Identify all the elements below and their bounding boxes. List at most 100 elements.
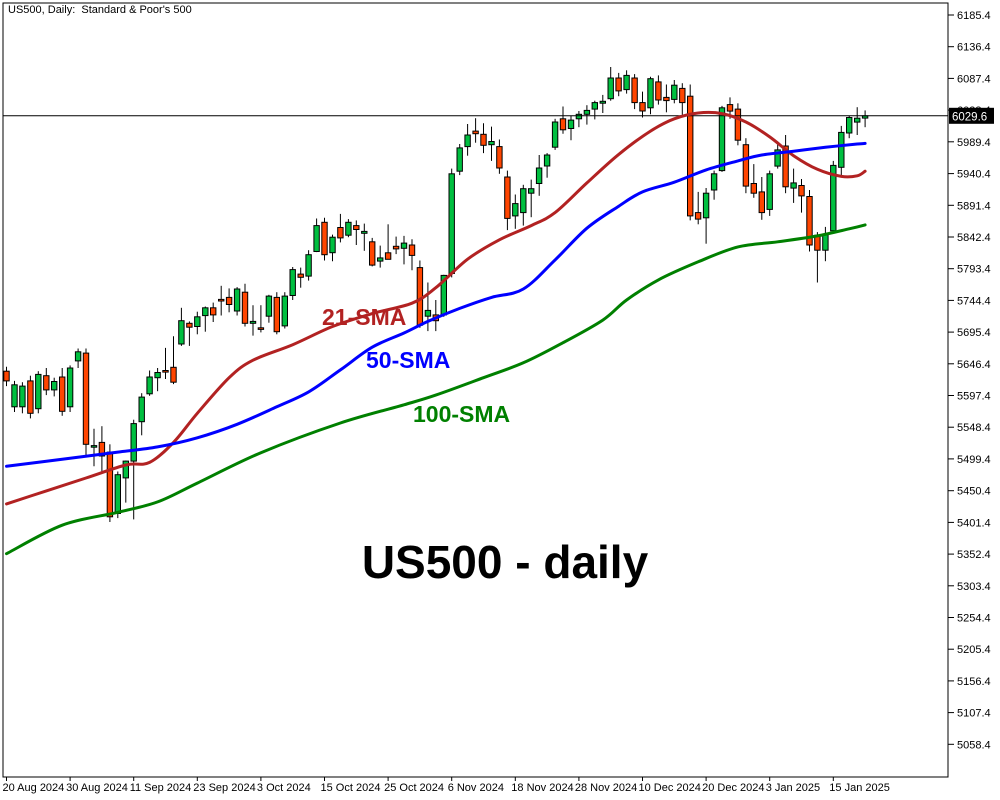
candle-bull [122, 460, 129, 479]
x-axis-tick-label: 20 Aug 2024 [3, 782, 65, 794]
candle-bear [241, 291, 249, 324]
candle-bull [424, 309, 432, 317]
candle-bear [273, 296, 281, 333]
candle-bear [798, 185, 805, 197]
y-axis-tick-label: 5695.4 [957, 327, 991, 339]
candle-bear [750, 183, 757, 194]
candle-bear [369, 241, 376, 266]
y-axis-tick-label: 5548.4 [957, 422, 991, 434]
candle-bear [782, 145, 789, 188]
candle-bull [488, 141, 495, 146]
candle-bull [178, 320, 185, 345]
x-axis-tick-label: 23 Sep 2024 [193, 782, 255, 794]
x-axis-tick-label: 10 Dec 2024 [639, 782, 701, 794]
candle-bear [663, 96, 670, 102]
sma50-label: 50-SMA [366, 347, 450, 373]
y-axis-tick-label: 6185.4 [957, 10, 991, 22]
x-axis-tick-label: 25 Oct 2024 [384, 782, 444, 794]
candle-bull [305, 254, 312, 277]
candle-bull [551, 121, 559, 148]
candle-bear [694, 212, 702, 220]
price-box-value: 6029.6 [952, 111, 987, 123]
candle-bull [464, 134, 471, 148]
y-axis-tick-label: 5303.4 [957, 581, 991, 593]
y-axis-tick-label: 5254.4 [957, 613, 991, 625]
candle-bull [528, 188, 535, 194]
x-axis-tick-label: 15 Oct 2024 [321, 782, 381, 794]
candle-bear [758, 191, 765, 214]
candle-bear [679, 87, 686, 104]
y-axis-tick-label: 5401.4 [957, 517, 991, 529]
plot-border [2, 2, 949, 778]
main-chart-label: US500 - daily [362, 536, 649, 588]
candle-bear [392, 245, 400, 250]
candle-bull [329, 236, 336, 254]
candle-bull [591, 102, 598, 110]
candle-bear [162, 370, 169, 373]
x-axis-tick-label: 11 Sep 2024 [130, 782, 192, 794]
candle-bull [35, 373, 42, 410]
candle-bull [766, 173, 773, 210]
candle-bull [265, 295, 273, 317]
y-axis-tick-label: 5989.4 [957, 137, 991, 149]
y-axis-tick-label: 5205.4 [957, 644, 991, 656]
candle-bull [854, 117, 861, 123]
candle-bull [19, 385, 26, 408]
candle-bear [3, 370, 10, 382]
candle-bull [90, 445, 98, 448]
candle-bear [210, 307, 217, 316]
y-axis-tick-label: 5793.4 [957, 264, 991, 276]
candle-bull [194, 316, 201, 327]
x-axis-tick-label: 15 Jan 2025 [829, 782, 890, 794]
candle-bull [74, 351, 82, 362]
candle-bear [218, 298, 225, 302]
candle-bull [202, 307, 209, 317]
candle-bear [98, 441, 106, 457]
chart-title: US500, Daily: Standard & Poor's 500 [8, 4, 192, 16]
x-axis-tick-label: 3 Oct 2024 [257, 782, 311, 794]
candle-bear [225, 296, 233, 305]
x-axis-tick-label: 28 Nov 2024 [575, 782, 637, 794]
candle-bull [822, 233, 829, 251]
candle-bull [710, 173, 718, 191]
candle-bear [687, 95, 694, 217]
candle-bear [496, 146, 503, 169]
candle-bull [377, 257, 384, 262]
candle-bull [583, 109, 591, 115]
candle-bull [520, 188, 527, 214]
current-price-box: 6029.6 [949, 107, 994, 124]
sma100-label: 100-SMA [413, 401, 510, 427]
sma-overlays-layer [5, 110, 867, 556]
candle-bear [27, 380, 34, 414]
candle-bull [838, 131, 845, 168]
candle-bear [59, 376, 66, 412]
x-axis-tick-label: 6 Nov 2024 [448, 782, 504, 794]
candle-bull [774, 149, 781, 167]
x-axis-tick-label: 30 Aug 2024 [66, 782, 128, 794]
candle-bull [535, 167, 543, 184]
candle-bull [281, 295, 289, 327]
candle-bear [384, 252, 392, 260]
candle-bull [671, 84, 678, 100]
100-sma-line [5, 223, 867, 556]
candle-bear [639, 102, 646, 112]
candles-layer [3, 67, 869, 522]
candle-bear [297, 273, 304, 278]
candle-bull [448, 173, 455, 274]
candle-bull [846, 117, 853, 134]
x-axis-tick-label: 3 Jan 2025 [766, 782, 820, 794]
y-axis-tick-label: 5352.4 [957, 549, 991, 561]
candle-bear [408, 244, 416, 256]
candle-bear [186, 322, 193, 328]
annotations-layer: 21-SMA 50-SMA 100-SMA US500 - daily [322, 304, 649, 588]
candle-bear [106, 451, 114, 518]
candle-bear [480, 133, 487, 146]
candle-bull [599, 100, 606, 104]
candle-bull [623, 74, 630, 91]
candle-bull [718, 107, 726, 172]
candle-bear [806, 196, 813, 246]
sma21-label: 21-SMA [322, 304, 406, 330]
candle-bear [353, 225, 360, 231]
